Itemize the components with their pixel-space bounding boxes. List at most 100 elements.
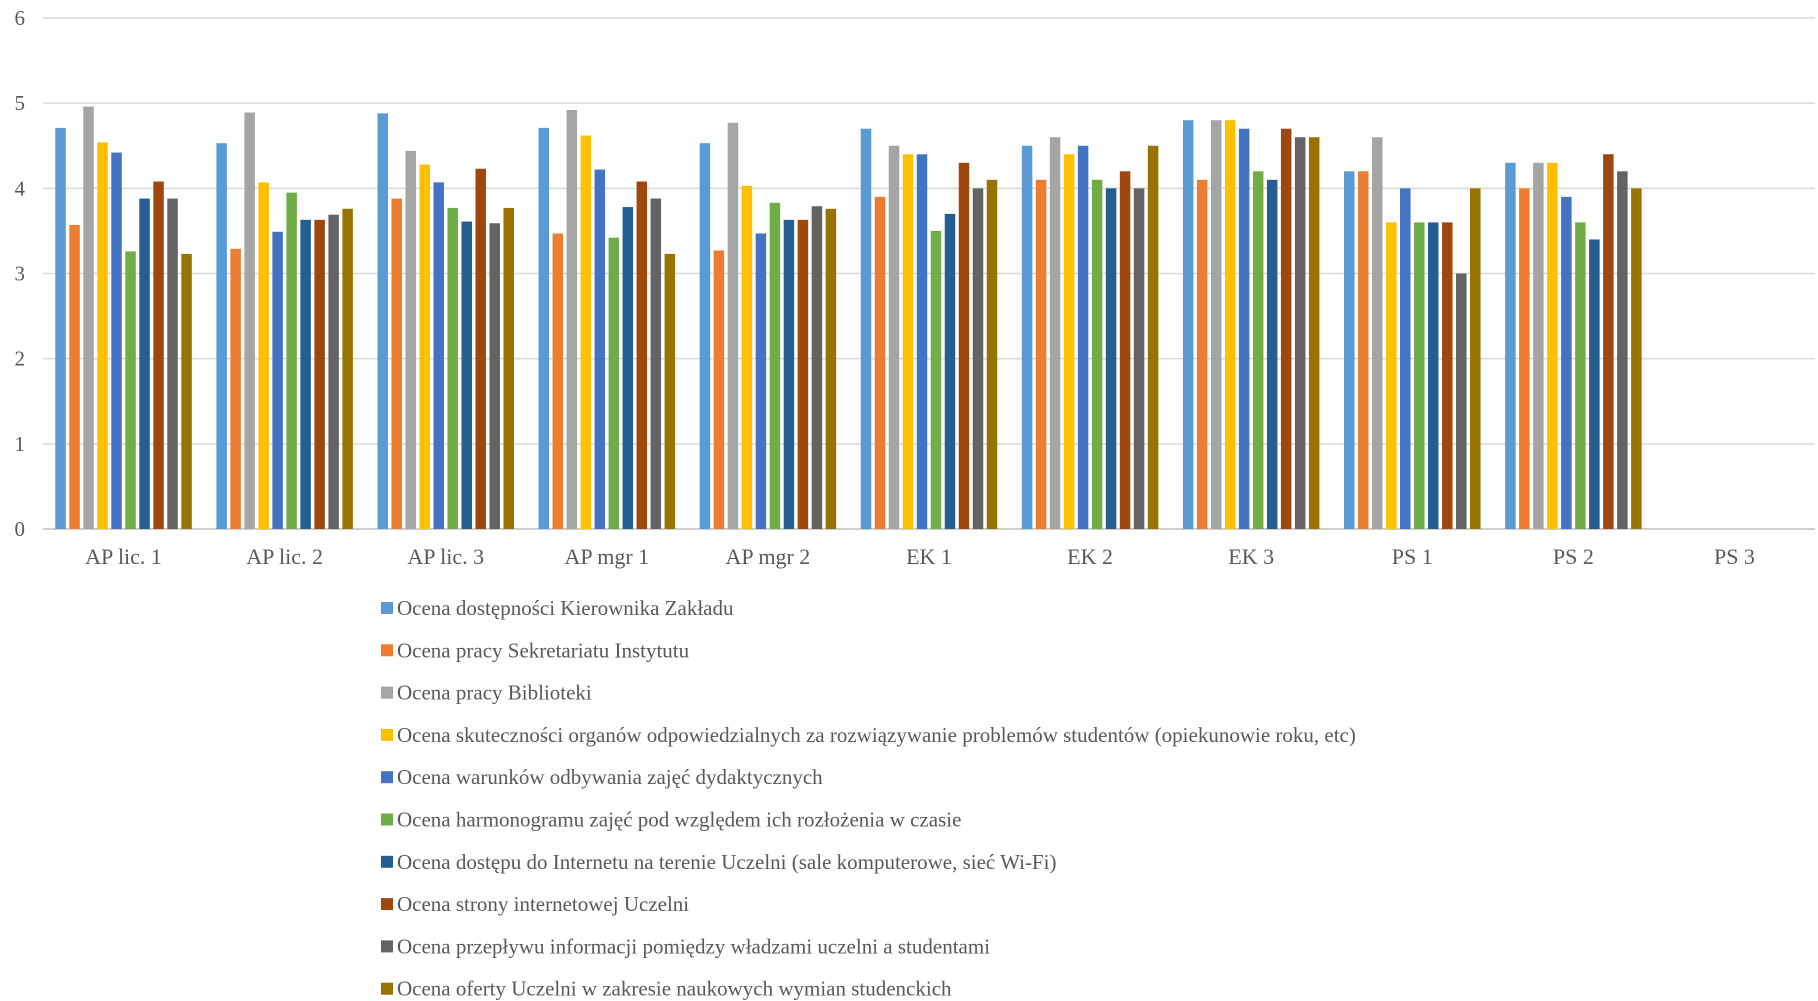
bar [1147,145,1159,529]
bar [825,208,837,530]
bar [888,145,900,529]
bar [1344,171,1355,530]
bar [902,154,914,529]
bar [1547,162,1558,530]
bar [986,179,998,530]
bar [461,221,472,529]
bar [1266,179,1278,530]
legend-entry: Ocena skuteczności organów odpowiedzialn… [397,723,1356,747]
x-tick-label: EK 3 [1228,544,1274,569]
bar [1575,222,1586,529]
bar [258,182,269,529]
bar [97,142,108,530]
bar [167,198,178,529]
bar [1119,171,1131,530]
bar [783,219,795,529]
bar [874,196,886,529]
bar [314,219,325,529]
bar [664,253,676,529]
bar [1372,137,1383,529]
bar [580,135,592,529]
legend-swatch [381,940,393,953]
bar [216,143,227,529]
bar [1210,120,1222,529]
y-tick-label: 1 [15,432,26,456]
bar [755,233,767,529]
bar [1238,128,1250,529]
bar [636,181,648,529]
bar [797,219,809,529]
bar [713,250,725,529]
legend-swatch [381,982,393,995]
x-tick-label: EK 2 [1067,544,1113,569]
bar [1603,154,1614,529]
bar [1358,171,1369,530]
x-tick-label: AP lic. 3 [407,544,484,569]
bar [139,198,150,529]
x-tick-label: EK 1 [906,544,952,569]
bar [1631,188,1642,530]
bar [300,219,311,529]
bar [1105,188,1117,530]
bar [475,168,486,529]
legend-entry: Ocena dostępności Kierownika Zakładu [397,596,734,620]
x-tick-label: PS 2 [1553,544,1594,569]
bar [55,127,66,530]
bar [489,223,500,530]
bar [1035,179,1047,530]
bar [1021,145,1033,529]
bars [55,106,1642,530]
bar [1294,137,1306,529]
bar [447,207,458,529]
bar [727,122,739,529]
bar [1442,222,1453,529]
legend-swatch [381,813,393,826]
bar [1308,137,1320,529]
bar [769,202,781,530]
bar [566,109,578,529]
bar [230,248,241,529]
legend-entry: Ocena pracy Biblioteki [397,681,592,705]
bar [860,128,872,529]
bar [972,188,984,530]
bar [1519,188,1530,530]
bar [1049,137,1061,529]
y-axis-ticks: 0 1 2 3 4 5 6 [15,6,26,541]
bar [1252,171,1264,530]
y-tick-label: 3 [15,262,26,286]
legend-entry: Ocena oferty Uczelni w zakresie naukowyc… [397,977,952,1001]
bar [377,113,388,530]
bar [405,150,416,530]
bar [1414,222,1425,529]
x-tick-label: PS 1 [1392,544,1433,569]
bar [1196,179,1208,530]
bar [1133,188,1145,530]
legend-swatch [381,855,393,868]
bar [944,213,956,529]
x-tick-label: AP mgr 1 [564,544,649,569]
legend-swatch [381,898,393,911]
bar [594,169,606,529]
y-tick-label: 6 [15,6,26,30]
bar [608,237,620,530]
bar [1428,222,1439,529]
bar [811,206,823,530]
x-tick-label: AP lic. 1 [85,544,162,569]
bar [1589,239,1600,529]
bar [503,207,514,529]
x-tick-label: AP mgr 2 [726,544,811,569]
bar [1224,120,1236,529]
legend-swatch [381,728,393,741]
bar [1533,162,1544,530]
bar [272,231,283,530]
bar [125,251,136,529]
bar [741,185,753,530]
bar [83,106,94,529]
bar [181,253,192,529]
x-axis-ticks: AP lic. 1 AP lic. 2 AP lic. 3 AP mgr 1 AP mg… [85,544,1755,569]
bar [1182,120,1194,529]
bar [1505,162,1516,530]
y-tick-label: 2 [15,347,26,371]
bar [1063,154,1075,529]
